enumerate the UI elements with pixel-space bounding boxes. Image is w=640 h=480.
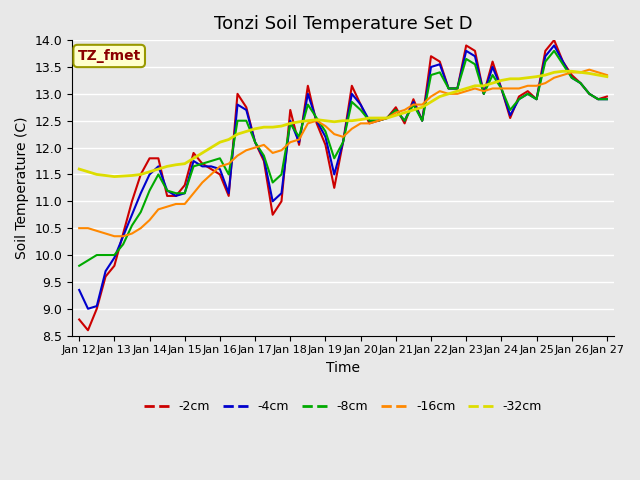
Legend: -2cm, -4cm, -8cm, -16cm, -32cm: -2cm, -4cm, -8cm, -16cm, -32cm <box>139 395 547 418</box>
X-axis label: Time: Time <box>326 361 360 375</box>
Title: Tonzi Soil Temperature Set D: Tonzi Soil Temperature Set D <box>214 15 472 33</box>
Text: TZ_fmet: TZ_fmet <box>77 49 141 63</box>
Y-axis label: Soil Temperature (C): Soil Temperature (C) <box>15 117 29 259</box>
